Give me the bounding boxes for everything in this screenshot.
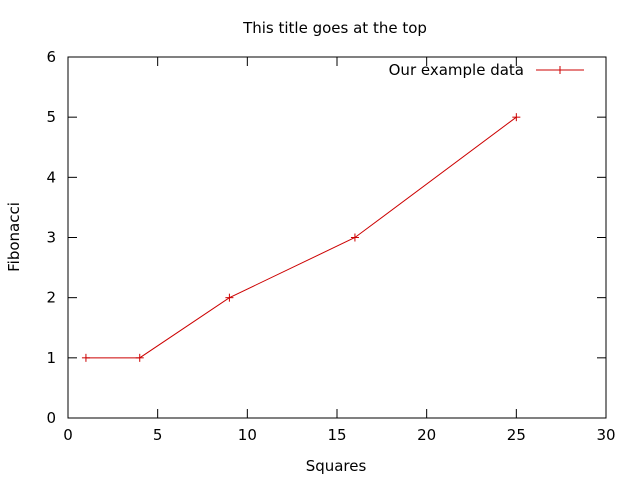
plot-frame	[67, 56, 607, 419]
y-tick-label: 0	[46, 409, 56, 427]
legend-label: Our example data	[389, 61, 524, 79]
x-axis-ticks: 0 5 10 15 20 25 30	[63, 57, 616, 444]
y-tick-label: 3	[46, 229, 56, 247]
y-tick-label: 4	[46, 168, 56, 186]
series-line	[85, 116, 517, 359]
x-tick-label: 15	[327, 426, 346, 444]
y-tick-label: 6	[46, 48, 56, 66]
y-tick-label: 2	[46, 289, 56, 307]
x-tick-label: 0	[63, 426, 73, 444]
x-tick-label: 10	[238, 426, 257, 444]
y-tick-label: 1	[46, 349, 56, 367]
legend-marker-plus	[556, 66, 564, 74]
data-point	[512, 113, 521, 122]
x-tick-label: 30	[596, 426, 615, 444]
legend-marker	[556, 66, 564, 74]
x-axis-label: Squares	[306, 457, 367, 475]
y-tick-label: 5	[46, 108, 56, 126]
x-tick-label: 25	[507, 426, 526, 444]
chart-title: This title goes at the top	[242, 19, 427, 37]
data-point	[135, 353, 144, 362]
series-layer	[81, 113, 521, 362]
data-point	[81, 353, 90, 362]
y-axis-ticks: 0 1 2 3 4 5 6	[46, 48, 606, 427]
legend: Our example data	[389, 61, 584, 79]
x-tick-label: 5	[153, 426, 163, 444]
x-tick-label: 20	[417, 426, 436, 444]
data-point	[225, 293, 234, 302]
data-point	[350, 233, 359, 242]
y-axis-label: Fibonacci	[5, 202, 23, 272]
